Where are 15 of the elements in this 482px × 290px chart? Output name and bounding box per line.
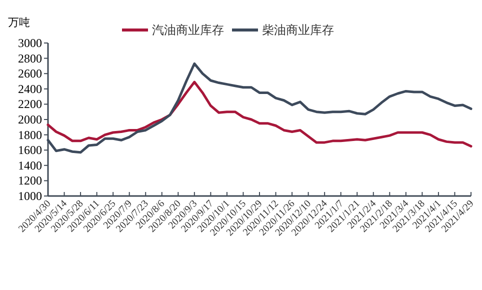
y-tick-label: 2200 (18, 97, 42, 112)
y-tick-label: 1400 (18, 158, 42, 172)
legend-label: 汽油商业库存 (152, 23, 224, 37)
y-tick-label: 3000 (18, 36, 42, 50)
y-tick-label: 1000 (18, 189, 42, 203)
y-tick-label: 1800 (18, 128, 42, 142)
y-tick-label: 2600 (18, 66, 42, 81)
y-tick-label: 1200 (18, 174, 42, 188)
line-series (46, 80, 472, 148)
y-tick-label: 2000 (18, 112, 42, 126)
y-tick-label: 1600 (18, 143, 42, 158)
y-tick-label: 2400 (18, 82, 42, 96)
legend-label: 柴油商业库存 (262, 23, 334, 37)
y-tick-label: 2800 (18, 51, 42, 66)
y-axis-title: 万吨 (8, 16, 30, 29)
